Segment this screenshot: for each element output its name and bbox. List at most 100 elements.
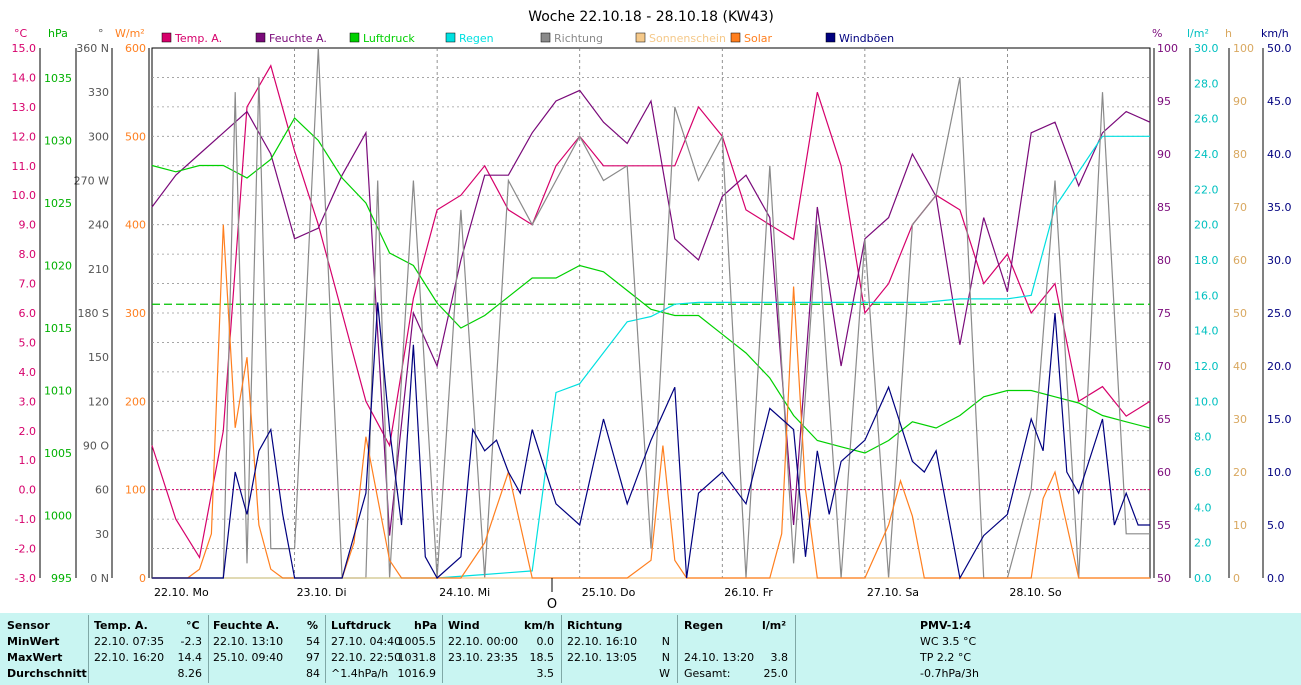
table-direction-header: Richtung: [567, 619, 623, 632]
rain-tick-label: 20.0: [1194, 219, 1219, 232]
left-axes: 15.0 14.0 13.0 12.0 11.0 10.0 9.0 8.0 7.0 6.0 5.0 4…: [12, 42, 150, 585]
temp-tick-label: 7.0: [19, 278, 37, 291]
temp-tick-label: 9.0: [19, 219, 37, 232]
table-temp-avg: 8.26: [177, 667, 203, 680]
temp-tick-label: -1.0: [15, 513, 36, 526]
unit-wind: km/h: [1261, 27, 1289, 40]
legend-label: Luftdruck: [363, 32, 415, 45]
table-pressure-unit: hPa: [414, 619, 438, 632]
wind-tick-label: 25.0: [1267, 307, 1292, 320]
sun-tick-label: 40: [1233, 360, 1247, 373]
legend-swatch: [255, 32, 266, 43]
sun-tick-label: 0: [1233, 572, 1240, 585]
rain-tick-label: 26.0: [1194, 113, 1219, 126]
sun-tick-label: 50: [1233, 307, 1247, 320]
table-rain-header: Regen: [684, 619, 724, 632]
legend-swatch: [825, 32, 836, 43]
series-line: [152, 47, 1150, 579]
table-pmv-wc: WC 3.5 °C: [920, 635, 977, 648]
pressure-tick-label: 1030: [44, 135, 72, 148]
right-axes: 1009590858075706560555030.028.026.024.02…: [1153, 42, 1292, 585]
summary-table: Sensor MinWert MaxWert Durchschnitt Temp…: [0, 613, 1301, 685]
table-rain-max: 3.8: [770, 651, 789, 664]
table-wind-max: 18.5: [529, 651, 555, 664]
unit-pressure: hPa: [48, 27, 68, 40]
pressure-tick-label: 1035: [44, 72, 72, 85]
table-pressure-avg: 1016.9: [397, 667, 437, 680]
table-pressure-max: 1031.8: [397, 651, 437, 664]
direction-tick-label: 90 O: [83, 440, 109, 453]
direction-tick-label: 120: [88, 395, 109, 408]
wind-tick-label: 10.0: [1267, 466, 1292, 479]
humidity-tick-label: 65: [1157, 413, 1171, 426]
legend: Temp. A. Feuchte A. Luftdruck Regen Richtung…: [161, 32, 894, 45]
table-rain-total-label: Gesamt:: [684, 667, 731, 680]
rain-tick-label: 28.0: [1194, 77, 1219, 90]
rain-tick-label: 16.0: [1194, 289, 1219, 302]
pressure-tick-label: 1000: [44, 510, 72, 523]
legend-label: Solar: [744, 32, 773, 45]
series-group: [151, 47, 1151, 592]
temp-tick-label: 8.0: [19, 248, 37, 261]
rain-tick-label: 12.0: [1194, 360, 1219, 373]
rain-tick-label: 18.0: [1194, 254, 1219, 267]
day-tick-label: 25.10. Do: [582, 586, 636, 599]
sun-tick-label: 80: [1233, 148, 1247, 161]
legend-swatch: [161, 32, 172, 43]
table-row-avg: Durchschnitt: [7, 667, 87, 680]
humidity-tick-label: 55: [1157, 519, 1171, 532]
table-pressure-max-time: 22.10. 22:50: [331, 651, 402, 664]
table-direction-max: N: [661, 651, 670, 664]
direction-tick-label: 150: [88, 351, 109, 364]
temp-tick-label: 0.0: [19, 484, 37, 497]
unit-solar: W/m²: [115, 27, 145, 40]
direction-tick-label: 180 S: [78, 307, 109, 320]
wind-tick-label: 40.0: [1267, 148, 1292, 161]
table-pressure-trend: ^1.4hPa/h: [331, 667, 389, 680]
direction-tick-label: 210: [88, 263, 109, 276]
temp-tick-label: 10.0: [12, 189, 37, 202]
solar-tick-label: 300: [125, 307, 146, 320]
temp-tick-label: 13.0: [12, 101, 37, 114]
humidity-tick-label: 95: [1157, 95, 1171, 108]
pressure-tick-label: 1015: [44, 322, 72, 335]
unit-temp: °C: [14, 27, 28, 40]
temp-tick-label: -2.0: [15, 543, 36, 556]
table-humidity-min-time: 22.10. 13:10: [213, 635, 284, 648]
table-humidity-max-time: 25.10. 09:40: [213, 651, 284, 664]
table-wind-avg: 3.5: [536, 667, 555, 680]
rain-tick-label: 4.0: [1194, 501, 1212, 514]
day-tick-label: 28.10. So: [1009, 586, 1061, 599]
humidity-tick-label: 75: [1157, 307, 1171, 320]
sun-tick-label: 10: [1233, 519, 1247, 532]
legend-swatch: [445, 32, 456, 43]
legend-label: Regen: [459, 32, 494, 45]
rain-tick-label: 24.0: [1194, 148, 1219, 161]
table-direction-min: N: [661, 635, 670, 648]
temp-tick-label: -3.0: [15, 572, 36, 585]
direction-tick-label: 330: [88, 86, 109, 99]
table-direction-max-time: 22.10. 13:05: [567, 651, 638, 664]
table-direction-avg: W: [659, 667, 670, 680]
table-humidity-max: 97: [306, 651, 320, 664]
series-line: [152, 135, 1150, 579]
humidity-tick-label: 85: [1157, 201, 1171, 214]
unit-humidity: %: [1152, 27, 1162, 40]
direction-tick-label: 0 N: [90, 572, 109, 585]
temp-tick-label: 1.0: [19, 454, 37, 467]
x-axis-days: 22.10. Mo 23.10. Di 24.10. Mi 25.10. Do 26.1…: [154, 586, 1062, 599]
sun-tick-label: 70: [1233, 201, 1247, 214]
table-pressure-min: 1005.5: [397, 635, 437, 648]
temp-tick-label: 15.0: [12, 42, 37, 55]
legend-label: Richtung: [554, 32, 603, 45]
pressure-tick-label: 1005: [44, 447, 72, 460]
legend-swatch: [349, 32, 360, 43]
table-humidity-avg: 84: [306, 667, 320, 680]
humidity-tick-label: 80: [1157, 254, 1171, 267]
now-marker: O: [547, 597, 557, 612]
direction-tick-label: 270 W: [74, 175, 109, 188]
pressure-tick-label: 1010: [44, 385, 72, 398]
wind-tick-label: 0.0: [1267, 572, 1285, 585]
rain-tick-label: 22.0: [1194, 183, 1219, 196]
rain-tick-label: 30.0: [1194, 42, 1219, 55]
